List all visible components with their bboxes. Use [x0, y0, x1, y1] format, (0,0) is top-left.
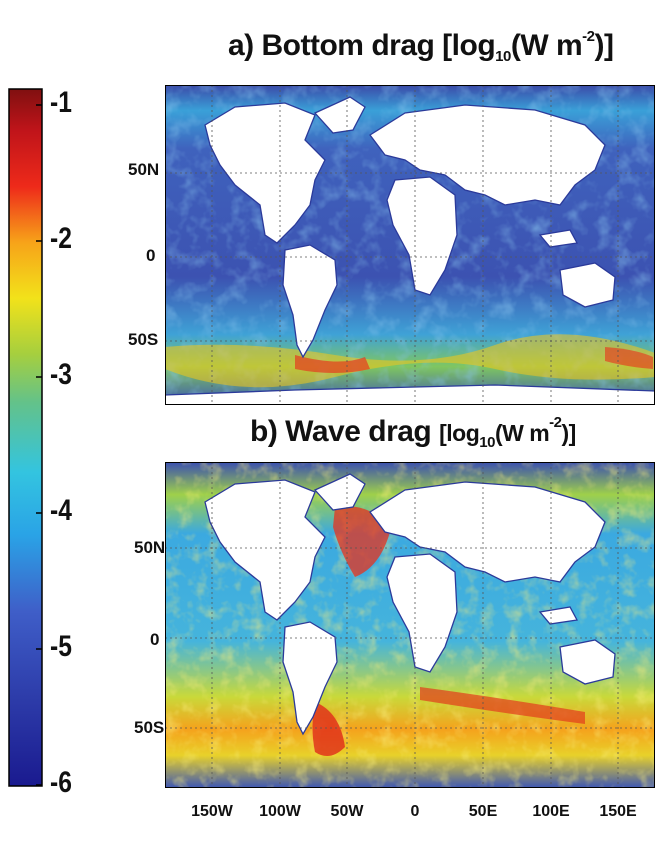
- maritime-continent: [538, 606, 579, 625]
- eurasia: [369, 104, 606, 206]
- panel-a-title-close: )]: [594, 29, 614, 62]
- lon-tick-label: 50W: [330, 803, 364, 820]
- greenland: [313, 96, 366, 134]
- lon-tick-label: 0: [410, 803, 420, 820]
- southern-ocean-band: [165, 334, 655, 388]
- colorbar: [8, 88, 43, 787]
- africa: [386, 176, 458, 296]
- southern-ocean-hotspot: [420, 687, 585, 724]
- lon-tick-label: 100E: [532, 803, 570, 820]
- panel-a-title-sup: -2: [582, 28, 595, 45]
- lon-tick-label: 150W: [191, 803, 233, 820]
- colorbar-tick-label: -1: [50, 86, 72, 119]
- panel-b-title-text: b) Wave drag: [250, 415, 440, 448]
- drake-passage-hotspot: [295, 355, 370, 373]
- north-america: [204, 479, 326, 621]
- panel-b-map: [165, 462, 655, 788]
- colorbar-tick-label: -6: [50, 766, 72, 799]
- panel-a-lat-tick: 50S: [128, 330, 159, 349]
- panel-a-map: [165, 85, 655, 405]
- panel-a-lat-tick: 0: [146, 246, 156, 265]
- panel-a-lat-tick: 50N: [128, 160, 160, 179]
- panel-b-lat-tick: 50S: [134, 718, 165, 737]
- antarctica: [165, 384, 655, 405]
- panel-b-lat-tick: 50N: [134, 538, 166, 557]
- panel-a-title-unit-mid: (W m: [510, 29, 583, 62]
- panel-b-title: b) Wave drag [log10(W m-2)]: [250, 414, 576, 451]
- panel-b-title-unit-mid: (W m: [494, 420, 550, 446]
- eurasia: [369, 481, 606, 583]
- south-america: [282, 621, 338, 736]
- colorbar-tick-label: -5: [50, 630, 72, 663]
- panel-a-frame: [165, 85, 655, 405]
- panel-b-lat-tick: 0: [150, 630, 160, 649]
- panel-a-title-text: a) Bottom drag: [228, 29, 443, 62]
- greenland: [313, 473, 366, 511]
- southern-hotspot-east: [605, 347, 653, 369]
- maritime-continent: [538, 229, 579, 248]
- lon-tick-label: 50E: [468, 803, 498, 820]
- colorbar-gradient: [8, 88, 43, 787]
- panel-b-title-sub: 10: [479, 434, 495, 451]
- panel-a-title-unit: [log: [442, 29, 496, 62]
- drake-passage-hotspot: [312, 702, 345, 756]
- colorbar-tick-marks: [36, 104, 42, 786]
- colorbar-tick-label: -3: [50, 358, 72, 391]
- lon-tick-label: 150E: [599, 803, 637, 820]
- colorbar-tick-label: -2: [50, 222, 72, 255]
- panel-a-title-sub: 10: [495, 48, 511, 65]
- australia: [559, 262, 616, 308]
- panel-a-title: a) Bottom drag [log10(W m-2)]: [228, 28, 614, 65]
- colorbar-tick-label: -4: [50, 494, 72, 527]
- graticule: [165, 85, 655, 405]
- lon-tick-label: 100W: [259, 803, 301, 820]
- panel-b-title-unit: [log: [439, 420, 480, 446]
- south-america: [282, 244, 338, 359]
- africa: [386, 553, 458, 673]
- land-masses: [204, 473, 616, 736]
- australia: [559, 639, 616, 685]
- panel-b-title-sup: -2: [549, 414, 562, 431]
- graticule: [165, 462, 655, 788]
- panel-b-frame: [165, 462, 655, 788]
- panel-b-title-close: )]: [561, 420, 577, 446]
